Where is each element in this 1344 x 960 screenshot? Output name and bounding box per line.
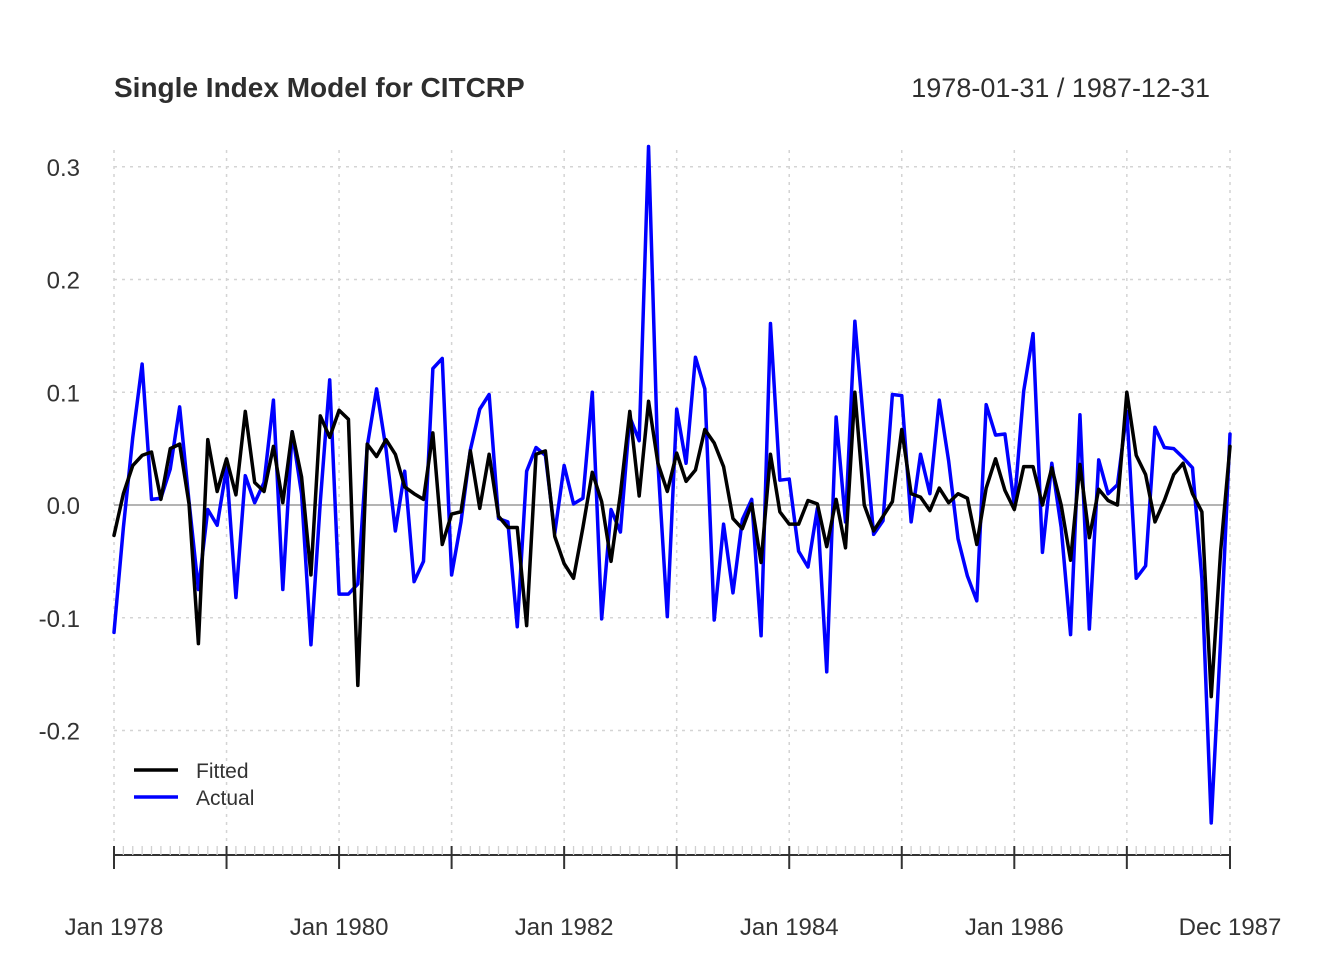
y-axis: -0.2 -0.1 0.0 0.1 0.2 0.3	[39, 155, 80, 746]
y-tick-label: -0.1	[39, 606, 80, 633]
x-tick-label: Jan 1984	[740, 914, 839, 941]
chart-title: Single Index Model for CITCRP	[114, 72, 525, 103]
y-tick-label: 0.1	[47, 380, 80, 407]
y-tick-label: 0.2	[47, 268, 80, 295]
legend: Fitted Actual	[134, 760, 254, 810]
x-tick-label: Jan 1982	[515, 914, 614, 941]
series-line-fitted	[112, 390, 1232, 699]
y-tick-label: -0.2	[39, 719, 80, 746]
grid	[113, 150, 1231, 842]
x-tick-label: Jan 1980	[290, 914, 389, 941]
series-line-actual	[112, 144, 1232, 825]
series-group	[112, 144, 1232, 825]
x-axis: Jan 1978 Jan 1980 Jan 1982 Jan 1984 Jan 1986…	[65, 846, 1282, 941]
y-tick-label: 0.0	[47, 493, 80, 520]
x-tick-label: Jan 1978	[65, 914, 164, 941]
legend-label-fitted: Fitted	[196, 760, 249, 783]
x-tick-label: Dec 1987	[1179, 914, 1282, 941]
date-range-label: 1978-01-31 / 1987-12-31	[911, 73, 1210, 103]
y-tick-label: 0.3	[47, 155, 80, 182]
legend-label-actual: Actual	[196, 787, 254, 810]
x-tick-label: Jan 1986	[965, 914, 1064, 941]
